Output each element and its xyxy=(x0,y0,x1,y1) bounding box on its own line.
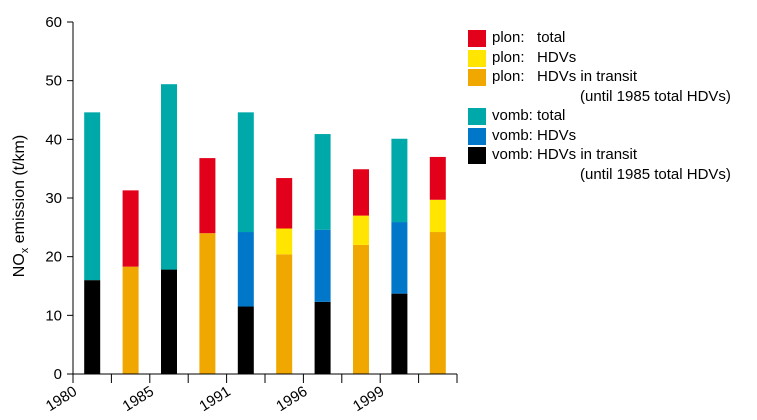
legend-item-vomb-transit: vomb: HDVs in transit (until 1985 total … xyxy=(468,145,753,184)
y-tick-label-40: 40 xyxy=(45,131,62,148)
bar-plon-transit-1 xyxy=(122,266,139,374)
x-tick-label-1980: 1980 xyxy=(43,383,80,415)
legend-label: plon: HDVs xyxy=(492,48,577,66)
y-axis-title: NOx emission (t/km) xyxy=(11,135,31,277)
bar-vomb-total-8 xyxy=(391,138,408,223)
legend-swatch-vomb-hdvs xyxy=(468,127,486,145)
x-tick-label-1999: 1999 xyxy=(350,383,387,415)
legend-swatch-plon-hdvs xyxy=(468,49,486,67)
legend-note: (until 1985 total HDVs) xyxy=(580,87,731,105)
bar-vomb-hdvs-6 xyxy=(314,229,331,302)
legend: plon: total plon: HDVs plon: HDVs in tra… xyxy=(468,28,753,184)
legend-swatch-plon-transit xyxy=(468,69,486,86)
legend-item-plon-transit: plon: HDVs in transit (until 1985 total … xyxy=(468,67,753,106)
legend-item-vomb-hdvs: vomb: HDVs xyxy=(468,126,753,146)
y-tick-label-0: 0 xyxy=(54,366,62,383)
legend-label: vomb: HDVs in transit xyxy=(492,146,638,163)
bar-vomb-hdvs-8 xyxy=(391,222,408,294)
bar-plon-total-5 xyxy=(276,178,293,229)
bar-vomb-transit-6 xyxy=(314,301,331,374)
bar-plon-transit-9 xyxy=(429,232,446,374)
bar-plon-hdvs-9 xyxy=(429,199,446,233)
bar-vomb-transit-4 xyxy=(237,306,254,374)
bar-vomb-total-4 xyxy=(237,112,254,233)
y-tick-label-10: 10 xyxy=(45,307,62,324)
bar-vomb-transit-0 xyxy=(84,280,101,374)
bar-plon-transit-7 xyxy=(353,244,369,374)
legend-swatch-vomb-total xyxy=(468,108,486,125)
legend-swatch-vomb-transit xyxy=(468,147,486,164)
bar-plon-total-7 xyxy=(353,169,369,216)
bar-plon-hdvs-7 xyxy=(353,215,369,245)
x-tick-label-1991: 1991 xyxy=(196,383,233,415)
legend-swatch-plon-total xyxy=(468,30,486,47)
bar-plon-total-1 xyxy=(122,190,139,267)
bar-vomb-total-0 xyxy=(84,112,101,281)
bar-plon-transit-3 xyxy=(199,233,216,374)
bar-plon-total-3 xyxy=(199,158,216,234)
legend-label: plon: total xyxy=(492,29,566,46)
y-tick-label-20: 20 xyxy=(45,249,62,266)
legend-item-plon-hdvs: plon: HDVs xyxy=(468,48,753,68)
bar-vomb-transit-8 xyxy=(391,293,408,374)
legend-label: plon: HDVs in transit xyxy=(492,68,638,85)
x-tick-label-1996: 1996 xyxy=(273,383,310,415)
y-tick-label-60: 60 xyxy=(45,14,62,31)
bar-plon-hdvs-5 xyxy=(276,228,293,255)
legend-note: (until 1985 total HDVs) xyxy=(580,165,731,183)
y-tick-label-30: 30 xyxy=(45,190,62,207)
bar-plon-transit-5 xyxy=(276,254,293,374)
legend-label: vomb: total xyxy=(492,107,566,124)
legend-item-vomb-total: vomb: total xyxy=(468,106,753,126)
x-tick-label-1985: 1985 xyxy=(120,383,157,415)
bar-vomb-total-6 xyxy=(314,134,331,230)
bar-vomb-transit-2 xyxy=(161,269,177,374)
bar-plon-total-9 xyxy=(429,156,446,200)
legend-label: vomb: HDVs xyxy=(492,126,577,144)
legend-item-plon-total: plon: total xyxy=(468,28,753,48)
y-tick-label-50: 50 xyxy=(45,73,62,90)
bar-vomb-hdvs-4 xyxy=(237,232,254,307)
bar-vomb-total-2 xyxy=(161,84,177,270)
